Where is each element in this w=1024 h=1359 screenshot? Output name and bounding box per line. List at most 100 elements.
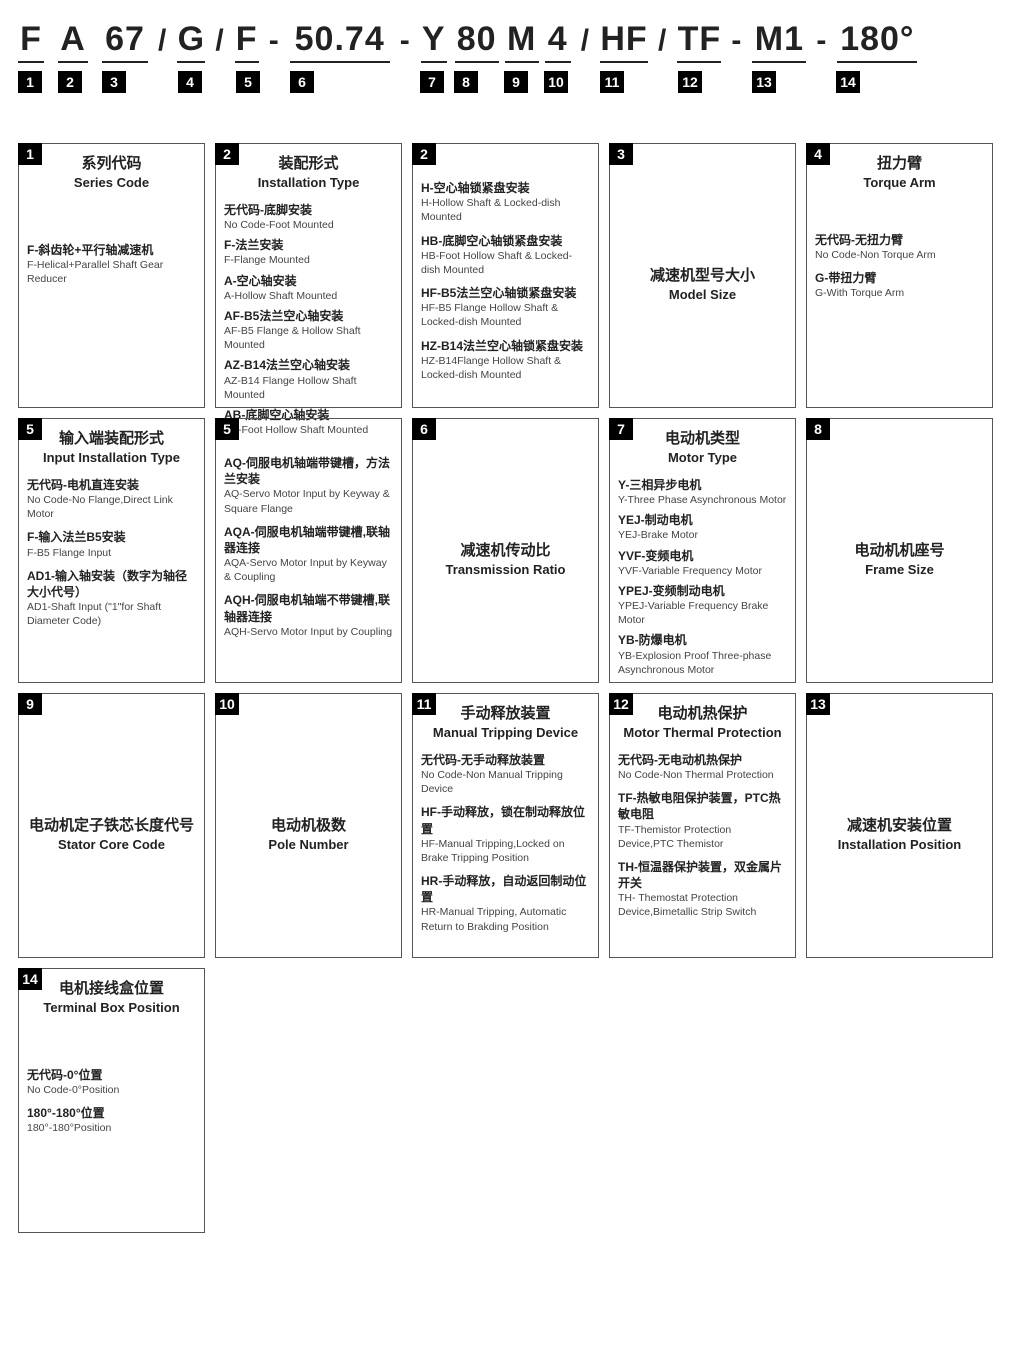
legend-entry: HF-手动释放，锁在制动释放位置HF-Manual Tripping,Locke… [421, 804, 590, 865]
box-title-cn: 电动机极数 [224, 816, 393, 836]
entry-en: H-Hollow Shaft & Locked-dish Mounted [421, 196, 590, 224]
entry-cn: YPEJ-变频制动电机 [618, 583, 787, 599]
box-number-badge: 2 [412, 143, 436, 165]
box-title-cn: 输入端装配形式 [27, 429, 196, 449]
box-title-cn: 电动机热保护 [618, 704, 787, 724]
legend-entry: AF-B5法兰空心轴安装AF-B5 Flange & Hollow Shaft … [224, 308, 393, 353]
number-badge: 9 [504, 71, 528, 93]
entry-en: AQ-Servo Motor Input by Keyway & Square … [224, 487, 393, 515]
entry-cn: F-法兰安装 [224, 237, 393, 253]
box-title-cn: 系列代码 [27, 154, 196, 174]
entry-cn: F-输入法兰B5安装 [27, 529, 196, 545]
legend-entry: 无代码-无扭力臂No Code-Non Torque Arm [815, 232, 984, 262]
entry-en: Y-Three Phase Asynchronous Motor [618, 493, 787, 507]
legend-entry: 无代码-电机直连安装No Code-No Flange,Direct Link … [27, 477, 196, 522]
entry-cn: Y-三相异步电机 [618, 477, 787, 493]
code-separator: / [581, 24, 590, 58]
entry-en: YVF-Variable Frequency Motor [618, 564, 787, 578]
box-title-cn: 装配形式 [224, 154, 393, 174]
entry-cn: HF-手动释放，锁在制动释放位置 [421, 804, 590, 836]
box-number-badge: 3 [609, 143, 633, 165]
entry-en: YB-Explosion Proof Three-phase Asynchron… [618, 649, 787, 677]
number-badge: 14 [836, 71, 860, 93]
code-segment: F [18, 20, 44, 63]
legend-entry: F-输入法兰B5安装F-B5 Flange Input [27, 529, 196, 559]
box-number-badge: 1 [18, 143, 42, 165]
entry-en: No Code-Non Thermal Protection [618, 768, 787, 782]
box-number-badge: 6 [412, 418, 436, 440]
entry-cn: HR-手动释放，自动返回制动位置 [421, 873, 590, 905]
box-number-badge: 5 [215, 418, 239, 440]
number-badge: 2 [58, 71, 82, 93]
entry-en: 180°-180°Position [27, 1121, 196, 1135]
legend-entry: AQ-伺服电机轴端带键槽，方法兰安装AQ-Servo Motor Input b… [224, 455, 393, 516]
entry-cn: TF-热敏电阻保护装置，PTC热敏电阻 [618, 790, 787, 822]
entry-cn: H-空心轴锁紧盘安装 [421, 180, 590, 196]
legend-entry: TF-热敏电阻保护装置，PTC热敏电阻TF-Themistor Protecti… [618, 790, 787, 851]
number-badge: 1 [18, 71, 42, 93]
code-segment: 4 [545, 20, 571, 63]
entry-cn: 无代码-无电动机热保护 [618, 752, 787, 768]
legend-box: 6减速机传动比Transmission Ratio [412, 418, 599, 683]
number-badge: 4 [178, 71, 202, 93]
legend-entry: G-带扭力臂G-With Torque Arm [815, 270, 984, 300]
number-badge: 12 [678, 71, 702, 93]
legend-entry: 无代码-无手动释放装置No Code-Non Manual Tripping D… [421, 752, 590, 797]
entry-cn: YVF-变频电机 [618, 548, 787, 564]
entry-en: HF-B5 Flange Hollow Shaft & Locked-dish … [421, 301, 590, 329]
legend-entry: YVF-变频电机YVF-Variable Frequency Motor [618, 548, 787, 578]
box-title-en: Transmission Ratio [421, 561, 590, 579]
box-title-en: Terminal Box Position [27, 999, 196, 1017]
legend-box: 9电动机定子铁芯长度代号Stator Core Code [18, 693, 205, 958]
box-number-badge: 9 [18, 693, 42, 715]
legend-box: 2 H-空心轴锁紧盘安装H-Hollow Shaft & Locked-dish … [412, 143, 599, 408]
legend-entry: 无代码-0°位置No Code-0°Position [27, 1067, 196, 1097]
box-title-en: Input Installation Type [27, 449, 196, 467]
number-badge: 10 [544, 71, 568, 93]
entry-cn: HF-B5法兰空心轴锁紧盘安装 [421, 285, 590, 301]
entry-en: TH- Themostat Protection Device,Bimetall… [618, 891, 787, 919]
entry-en: G-With Torque Arm [815, 286, 984, 300]
number-badge: 5 [236, 71, 260, 93]
legend-entry: HZ-B14法兰空心轴锁紧盘安装HZ-B14Flange Hollow Shaf… [421, 338, 590, 383]
code-line: FA67/G/F-50.74-Y80M4/HF/TF-M1-180° [18, 20, 1006, 63]
code-segment: M [505, 20, 539, 63]
entry-cn: TH-恒温器保护装置，双金属片开关 [618, 859, 787, 891]
code-separator: - [269, 24, 280, 58]
legend-entry: YPEJ-变频制动电机YPEJ-Variable Frequency Brake… [618, 583, 787, 628]
box-title-en: Installation Type [224, 174, 393, 192]
box-title-en: Installation Position [815, 836, 984, 854]
legend-box: 2装配形式Installation Type无代码-底脚安装No Code-Fo… [215, 143, 402, 408]
legend-box: 4扭力臂Torque Arm无代码-无扭力臂No Code-Non Torque… [806, 143, 993, 408]
box-title-en: Pole Number [224, 836, 393, 854]
box-number-badge: 10 [215, 693, 239, 715]
box-title-cn: 手动释放装置 [421, 704, 590, 724]
number-badge: 3 [102, 71, 126, 93]
entry-en: F-Helical+Parallel Shaft Gear Reducer [27, 258, 196, 286]
legend-box: 5输入端装配形式Input Installation Type 无代码-电机直连安… [18, 418, 205, 683]
legend-entry: HF-B5法兰空心轴锁紧盘安装HF-B5 Flange Hollow Shaft… [421, 285, 590, 330]
code-segment: M1 [752, 20, 806, 63]
legend-box: 10 电动机极数Pole Number [215, 693, 402, 958]
number-badge: 13 [752, 71, 776, 93]
legend-box: 7电动机类型Motor TypeY-三相异步电机Y-Three Phase As… [609, 418, 796, 683]
legend-entry: AZ-B14法兰空心轴安装AZ-B14 Flange Hollow Shaft … [224, 357, 393, 402]
legend-box: 1系列代码Series CodeF-斜齿轮+平行轴减速机F-Helical+Pa… [18, 143, 205, 408]
box-number-badge: 5 [18, 418, 42, 440]
number-line: 1234567891011121314 [18, 71, 1006, 93]
entry-cn: AF-B5法兰空心轴安装 [224, 308, 393, 324]
legend-box: 12电动机热保护Motor Thermal Protection无代码-无电动机… [609, 693, 796, 958]
box-title-en: Manual Tripping Device [421, 724, 590, 742]
box-title-cn: 减速机安装位置 [815, 816, 984, 836]
box-number-badge: 13 [806, 693, 830, 715]
legend-entry: A-空心轴安装A-Hollow Shaft Mounted [224, 273, 393, 303]
entry-cn: 无代码-无扭力臂 [815, 232, 984, 248]
entry-en: HR-Manual Tripping, Automatic Return to … [421, 905, 590, 933]
entry-en: AF-B5 Flange & Hollow Shaft Mounted [224, 324, 393, 352]
entry-en: F-B5 Flange Input [27, 546, 196, 560]
legend-entry: HB-底脚空心轴锁紧盘安装HB-Foot Hollow Shaft & Lock… [421, 233, 590, 278]
legend-entry: AQA-伺服电机轴端带键槽,联轴器连接AQA-Servo Motor Input… [224, 524, 393, 585]
number-badge: 7 [420, 71, 444, 93]
box-number-badge: 4 [806, 143, 830, 165]
entry-cn: HZ-B14法兰空心轴锁紧盘安装 [421, 338, 590, 354]
